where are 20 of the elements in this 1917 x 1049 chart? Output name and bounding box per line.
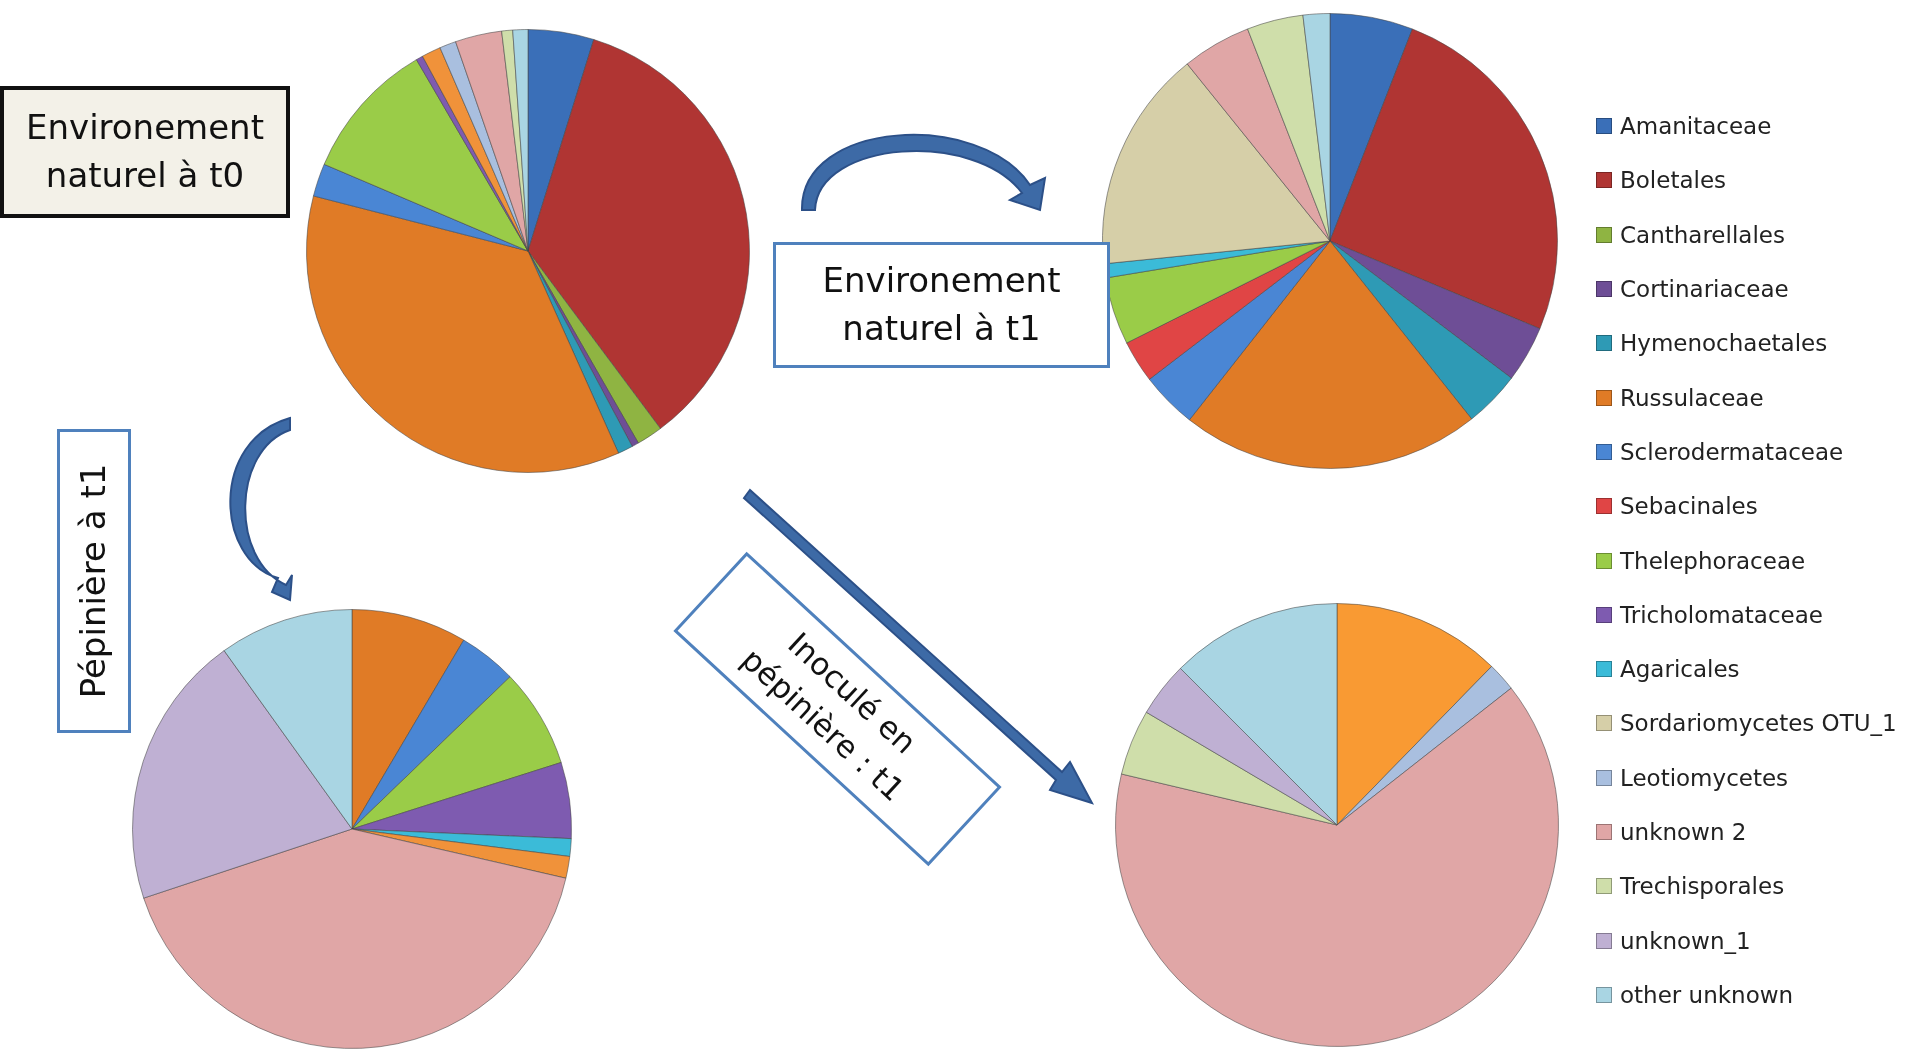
legend-label: Sordariomycetes OTU_1 — [1620, 710, 1897, 737]
legend-label: Leotiomycetes — [1620, 764, 1789, 791]
legend-label: Trechisporales — [1620, 873, 1785, 900]
legend-label: Thelephoraceae — [1620, 547, 1806, 574]
legend-label: Sebacinales — [1620, 493, 1758, 520]
legend-label: Sclerodermataceae — [1620, 438, 1844, 465]
legend-label: Hymenochaetales — [1620, 330, 1828, 357]
legend-label: Cortinariaceae — [1620, 276, 1789, 303]
text: Environement naturel à t1 — [773, 242, 1110, 368]
legend-label: Amanitaceae — [1620, 113, 1772, 140]
legend-label: Tricholomataceae — [1620, 601, 1823, 628]
legend-label: unknown 2 — [1620, 819, 1747, 845]
legend-label: Boletales — [1620, 167, 1727, 194]
text: Environement naturel à t0 — [0, 86, 290, 218]
legend-label: Cantharellales — [1620, 221, 1785, 248]
chart-title: Pépinière à t1 — [57, 429, 131, 733]
legend-label: Russulaceae — [1620, 384, 1764, 411]
legend-label: other unknown — [1620, 981, 1794, 1008]
legend-label: Agaricales — [1620, 656, 1740, 683]
legend-label: unknown_1 — [1620, 927, 1751, 954]
